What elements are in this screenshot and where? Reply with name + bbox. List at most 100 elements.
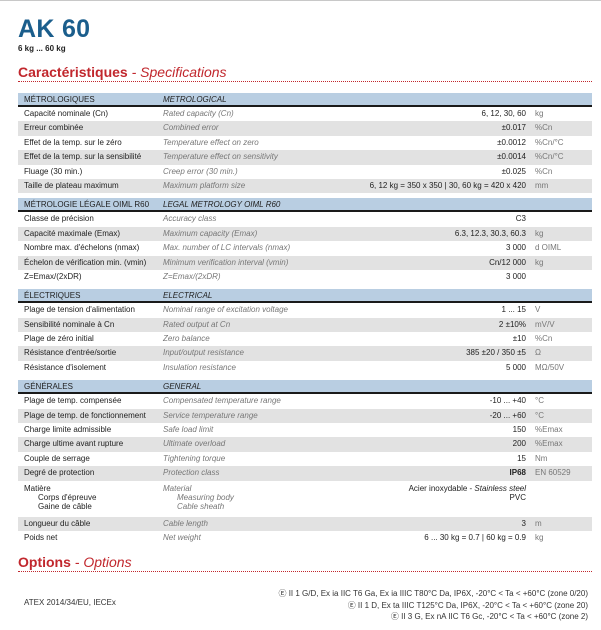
param-unit: %Emax [535, 425, 563, 435]
specifications-heading-en: Specifications [140, 64, 227, 80]
group-header: ÉLECTRIQUES ELECTRICAL [18, 289, 592, 304]
param-value: 5 000 [505, 362, 526, 372]
specifications-heading-fr: Caractéristiques [18, 64, 128, 80]
table-row: Résistance d'isolement Insulation resista… [18, 361, 592, 375]
heading-separator: - [127, 64, 141, 80]
param-unit: EN 60529 [535, 468, 571, 478]
param-label-fr: Couple de serrage [24, 453, 90, 463]
group-title-fr: MÉTROLOGIE LÉGALE OIML R60 [24, 200, 150, 210]
param-label-fr: Poids net [24, 532, 58, 542]
atex-line: Ⓔ II 1 G/D, Ex ia IIC T6 Ga, Ex ia IIIC … [278, 589, 588, 598]
table-row: Z=Emax/(2xDR) Z=Emax/(2xDR) 3 000 [18, 270, 592, 284]
table-row: Effet de la temp. sur le zéro Temperature… [18, 136, 592, 150]
param-label-fr: Résistance d'entrée/sortie [24, 348, 117, 358]
param-value: 200 [512, 439, 526, 449]
param-value: 3 000 [505, 271, 526, 281]
param-label-fr: Fluage (30 min.) [24, 166, 83, 176]
sub-value: Acier inoxydable - Stainless steel [409, 484, 526, 493]
param-label-en: Insulation resistance [163, 362, 236, 372]
atex-markings: Ⓔ II 1 G/D, Ex ia IIC T6 Ga, Ex ia IIIC … [278, 588, 588, 623]
param-unit: kg [535, 109, 544, 118]
param-label-fr: Degré de protection [24, 468, 95, 478]
param-label-en: Rated output at Cn [163, 319, 231, 329]
table-row: Nombre max. d'échelons (nmax) Max. number… [18, 241, 592, 255]
table-row: Échelon de vérification min. (vmin) Minim… [18, 255, 592, 270]
param-label-en: Accuracy class [163, 214, 217, 224]
atex-line: Ⓔ II 1 D, Ex ta IIIC T125°C Da, IP6X, -2… [347, 600, 588, 610]
specifications-table: MÉTROLOGIQUES METROLOGICAL Capacité nomina… [18, 93, 592, 550]
param-unit: %Cn/°C [535, 152, 564, 162]
group-title-en: METROLOGICAL [163, 95, 227, 104]
param-label-en: Maximum platform size [163, 180, 246, 190]
param-label-fr: Effet de la temp. sur le zéro [24, 137, 122, 147]
top-rule [0, 0, 601, 1]
param-unit: °C [535, 396, 544, 406]
param-label-en: Temperature effect on sensitivity [163, 152, 278, 162]
param-value: IP68 [509, 468, 526, 478]
sub-label-fr: Corps d'épreuve [38, 492, 97, 502]
param-label-fr: Matière [24, 483, 51, 493]
param-value: ±10 [512, 334, 526, 344]
group-title-fr: GÉNÉRALES [24, 382, 73, 392]
spec-group: MÉTROLOGIQUES METROLOGICAL Capacité nomina… [18, 93, 592, 194]
param-value: 3 [521, 518, 526, 528]
table-row: Capacité nominale (Cn) Rated capacity (Cn… [18, 107, 592, 121]
param-label-en: Cable length [163, 518, 208, 528]
param-label-fr: Effet de la temp. sur la sensibilité [24, 152, 142, 162]
param-unit: %Cn [535, 123, 553, 133]
group-header: MÉTROLOGIQUES METROLOGICAL [18, 93, 592, 107]
sub-value: PVC [409, 493, 526, 502]
param-label-fr: Plage de temp. compensée [24, 396, 122, 406]
param-unit: %Cn [535, 334, 553, 344]
param-label-en: Maximum capacity (Emax) [163, 228, 258, 238]
param-unit: V [535, 305, 541, 315]
param-unit: Ω [535, 348, 541, 358]
sub-label-fr: Gaine de câble [38, 501, 92, 511]
param-value: 15 [517, 453, 526, 463]
group-header: MÉTROLOGIE LÉGALE OIML R60 LEGAL METROLOG… [18, 198, 592, 213]
param-label-en: Service temperature range [163, 410, 258, 420]
param-label-en: Net weight [163, 532, 201, 542]
param-label-en: Safe load limit [163, 425, 214, 435]
param-unit: Nm [535, 453, 548, 463]
param-value: C3 [515, 214, 526, 224]
param-label-en: Creep error (30 min.) [163, 166, 238, 176]
param-label-fr: Sensibilité nominale à Cn [24, 319, 115, 329]
param-label-en: Input/output resistance [163, 348, 244, 358]
table-row: Matière Corps d'épreuve Gaine de câble Mate… [18, 481, 592, 517]
param-value: ±0.0012 [497, 137, 526, 147]
param-value: 6.3, 12.3, 30.3, 60.3 [454, 228, 526, 238]
param-label-en: Temperature effect on zero [163, 137, 259, 147]
param-value: ±0.025 [501, 166, 526, 176]
param-value: Cn/12 000 [489, 257, 526, 267]
table-row: Longueur du câble Cable length 3 m [18, 516, 592, 531]
param-value: 385 ±20 / 350 ±5 [466, 348, 526, 358]
param-label-fr: Z=Emax/(2xDR) [24, 271, 82, 281]
table-row: Classe de précision Accuracy class C3 [18, 212, 592, 226]
param-unit: %Cn [535, 166, 553, 176]
param-label-fr: Capacité maximale (Emax) [24, 228, 121, 238]
param-label-fr: Plage de tension d'alimentation [24, 305, 135, 315]
group-title-fr: MÉTROLOGIQUES [24, 95, 95, 104]
atex-label: ATEX 2014/34/EU, IECEx [24, 598, 116, 607]
spec-group: MÉTROLOGIE LÉGALE OIML R60 LEGAL METROLOG… [18, 198, 592, 284]
param-label-fr: Classe de précision [24, 214, 94, 224]
table-row: Sensibilité nominale à Cn Rated output at… [18, 317, 592, 333]
param-label-fr: Échelon de vérification min. (vmin) [24, 257, 147, 267]
param-unit: d OIML [535, 243, 562, 253]
table-row: Degré de protection Protection class IP68 E… [18, 466, 592, 481]
param-value: 2 ±10% [498, 319, 526, 329]
product-title: AK 60 [18, 15, 91, 43]
product-range: 6 kg ... 60 kg [18, 44, 66, 53]
param-label-en: Minimum verification interval (vmin) [163, 257, 289, 267]
sub-label-en: Measuring body [177, 492, 234, 502]
param-value: 1 ... 15 [501, 305, 526, 315]
atex-line: Ⓔ II 3 G, Ex nA IIC T6 Gc, -20°C < Ta < … [390, 612, 588, 621]
table-row: Charge ultime avant rupture Ultimate over… [18, 437, 592, 452]
param-label-en: Compensated temperature range [163, 396, 281, 406]
param-value: -20 ... +60 [489, 410, 526, 420]
table-row: Effet de la temp. sur la sensibilité Temp… [18, 150, 592, 165]
param-value: 6 ... 30 kg = 0.7 | 60 kg = 0.9 [424, 532, 526, 542]
param-label-en: Z=Emax/(2xDR) [163, 271, 221, 281]
param-value: ±0.017 [501, 123, 526, 133]
